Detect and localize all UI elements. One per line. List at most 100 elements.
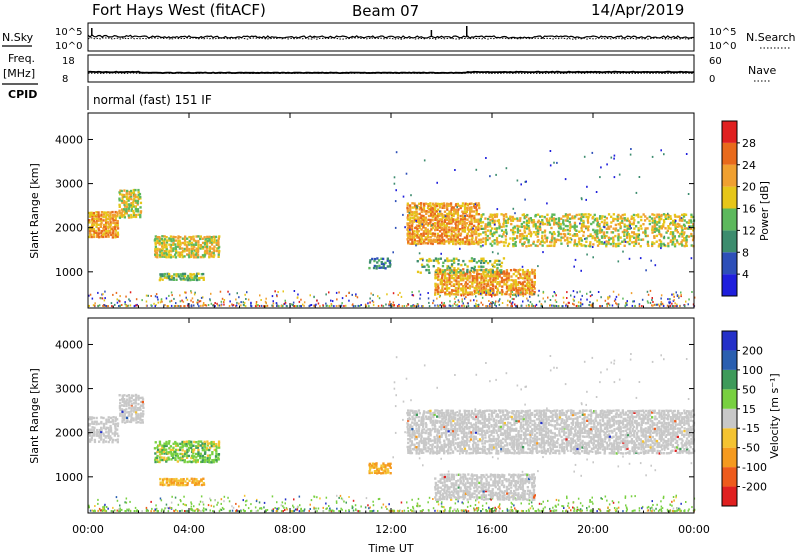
data-cell: [97, 498, 99, 501]
data-cell: [460, 263, 463, 267]
data-cell: [196, 251, 200, 254]
data-cell: [484, 225, 487, 228]
data-cell: [447, 214, 450, 218]
data-cell: [130, 197, 133, 201]
data-cell: [411, 427, 414, 431]
data-cell: [176, 452, 179, 456]
data-cell: [495, 215, 498, 218]
data-cell: [522, 295, 524, 298]
data-cell: [107, 440, 110, 444]
data-cell: [410, 441, 414, 445]
data-cell: [422, 214, 425, 218]
data-cell: [93, 438, 96, 442]
data-cell: [215, 443, 218, 446]
data-cell: [429, 208, 432, 211]
data-cell: [551, 509, 553, 512]
data-cell: [112, 221, 115, 225]
data-cell: [470, 269, 472, 272]
data-cell: [465, 210, 468, 214]
data-cell: [525, 282, 529, 286]
data-cell: [315, 303, 317, 306]
data-cell: [523, 241, 526, 244]
data-cell: [420, 202, 423, 205]
data-cell: [599, 227, 602, 230]
data-cell: [662, 225, 665, 228]
data-cell: [294, 508, 297, 511]
data-cell: [573, 225, 576, 228]
data-cell: [343, 500, 345, 503]
data-cell: [393, 304, 395, 307]
data-cell: [481, 240, 485, 243]
data-cell: [496, 208, 499, 211]
data-cell: [134, 193, 137, 197]
data-cell: [88, 227, 92, 231]
data-cell: [505, 224, 508, 228]
data-cell: [484, 289, 487, 292]
data-cell: [189, 278, 192, 282]
data-cell: [473, 289, 476, 292]
data-cell: [118, 197, 121, 200]
data-cell: [313, 506, 315, 509]
data-cell: [183, 239, 187, 242]
data-cell: [495, 227, 498, 230]
data-cell: [690, 257, 693, 260]
data-cell: [671, 302, 673, 305]
data-cell: [145, 508, 148, 511]
data-cell: [330, 509, 332, 512]
data-cell: [477, 202, 480, 205]
data-cell: [526, 270, 529, 273]
data-cell: [582, 230, 585, 234]
data-cell: [456, 206, 458, 209]
data-cell: [617, 506, 620, 509]
data-cell: [211, 459, 214, 462]
data-cell: [102, 293, 104, 296]
data-cell: [437, 304, 439, 307]
freq-label: Freq.: [8, 52, 35, 65]
data-cell: [420, 419, 423, 422]
data-cell: [491, 280, 494, 284]
data-cell: [469, 222, 472, 225]
data-cell: [114, 236, 117, 239]
data-cell: [95, 211, 98, 214]
data-cell: [221, 506, 224, 509]
data-cell: [434, 509, 436, 512]
data-cell: [160, 251, 164, 255]
data-cell: [370, 292, 372, 295]
data-cell: [536, 226, 539, 230]
data-cell: [480, 283, 483, 286]
data-cell: [525, 245, 528, 248]
data-cell: [100, 221, 103, 225]
data-cell: [675, 496, 677, 499]
data-cell: [491, 213, 495, 217]
data-cell: [429, 452, 432, 455]
data-cell: [508, 293, 511, 296]
data-cell: [174, 440, 177, 444]
data-cell: [129, 420, 133, 424]
data-cell: [213, 241, 216, 244]
data-cell: [516, 234, 519, 238]
data-cell: [172, 237, 175, 240]
data-cell: [563, 239, 567, 242]
data-cell: [542, 509, 545, 512]
data-cell: [450, 232, 453, 235]
data-cell: [214, 455, 218, 458]
data-cell: [431, 242, 434, 246]
data-cell: [218, 250, 221, 253]
data-cell: [130, 413, 134, 416]
data-cell: [635, 214, 638, 217]
data-cell: [463, 210, 466, 214]
data-cell: [176, 510, 179, 513]
data-cell: [201, 442, 204, 445]
data-cell: [147, 294, 149, 297]
data-cell: [539, 215, 542, 218]
data-cell: [669, 510, 671, 513]
data-cell: [132, 398, 135, 402]
data-cell: [395, 151, 398, 154]
data-cell: [409, 409, 412, 412]
data-cell: [186, 477, 189, 481]
data-cell: [599, 381, 601, 384]
data-cell: [552, 506, 554, 509]
data-cell: [118, 191, 121, 194]
data-cell: [468, 234, 471, 238]
data-cell: [212, 442, 215, 445]
